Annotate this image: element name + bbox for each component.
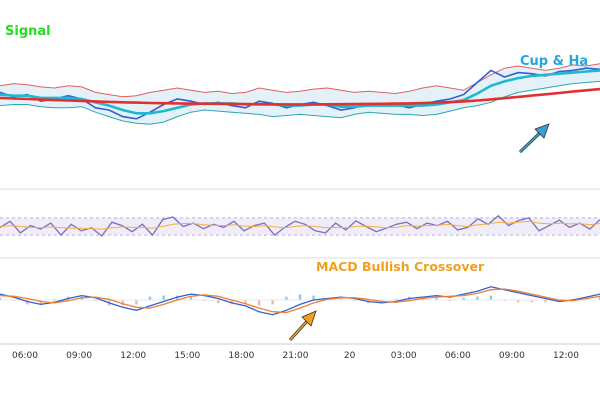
macd-histogram-bar [312, 295, 315, 300]
macd-histogram-bar [394, 298, 397, 300]
macd-crossover-label: MACD Bullish Crossover [316, 259, 485, 274]
macd-histogram-bar [230, 300, 233, 305]
macd-histogram-bar [517, 300, 520, 303]
macd-histogram-bar [257, 300, 261, 306]
macd-signal-line [0, 288, 600, 314]
x-tick-label: 12:00 [120, 351, 146, 361]
macd-histogram-bar [12, 300, 15, 302]
macd-histogram-bar [476, 296, 479, 300]
x-tick-label: 09:00 [499, 351, 525, 361]
macd-histogram-bar [162, 295, 165, 300]
macd-crossover-arrow [288, 310, 317, 342]
x-tick-label: 20 [344, 351, 356, 361]
macd-histogram-bar [285, 296, 288, 300]
rsi-ma-line [0, 220, 600, 230]
signal-label: Signal [5, 24, 51, 39]
macd-histogram-bar [339, 298, 343, 300]
macd-histogram-bar [489, 295, 493, 300]
x-tick-label: 03:00 [391, 351, 417, 361]
macd-histogram-bar [298, 294, 302, 300]
macd-histogram-bar [135, 300, 138, 305]
macd-histogram-bar [203, 300, 206, 302]
annotations: Signal Cup & Ha MACD Bullish Crossover [5, 24, 588, 342]
macd-histogram-bar [448, 300, 452, 302]
x-tick-label: 18:00 [228, 351, 254, 361]
macd-line [0, 286, 600, 316]
macd-histogram-bar [503, 300, 506, 302]
macd-histogram-bar [530, 300, 533, 303]
rsi-panel [0, 214, 600, 237]
macd-histogram-bar [435, 297, 438, 300]
macd-histogram-bar [217, 300, 220, 304]
slow-ma-line [0, 87, 600, 106]
cup-handle-label: Cup & Ha [520, 54, 588, 69]
x-tick-label: 21:00 [283, 351, 309, 361]
band-fill [0, 63, 600, 125]
macd-histogram-bar [598, 296, 600, 300]
macd-histogram-bar [176, 295, 179, 300]
cup-handle-arrow [518, 123, 550, 154]
macd-histogram-bar [189, 296, 193, 300]
macd-histogram-bar [244, 300, 247, 304]
macd-histogram-bar [544, 300, 547, 303]
macd-histogram-bar [271, 300, 274, 305]
macd-histogram-bar [94, 300, 97, 302]
price-panel [0, 63, 600, 125]
macd-histogram-bar [39, 300, 43, 305]
upper-band-line [0, 63, 600, 98]
macd-histogram-bar [26, 300, 29, 305]
macd-panel [0, 286, 600, 316]
x-tick-label: 06:00 [445, 351, 471, 361]
macd-histogram-bar [121, 300, 124, 306]
x-tick-label: 06:00 [12, 351, 38, 361]
macd-histogram-bar [353, 300, 356, 302]
macd-histogram-bar [0, 297, 2, 300]
x-tick-label: 09:00 [66, 351, 92, 361]
x-tick-label: 15:00 [174, 351, 200, 361]
x-tick-label: 12:00 [553, 351, 579, 361]
macd-histogram-bar [53, 298, 56, 300]
rsi-line [0, 214, 600, 237]
x-axis-ticks: 06:00 09:00 12:00 15:00 18:00 21:00 20 03:00 06:… [12, 351, 579, 361]
macd-histogram-bar [148, 296, 152, 300]
macd-histogram-bar [462, 297, 465, 300]
